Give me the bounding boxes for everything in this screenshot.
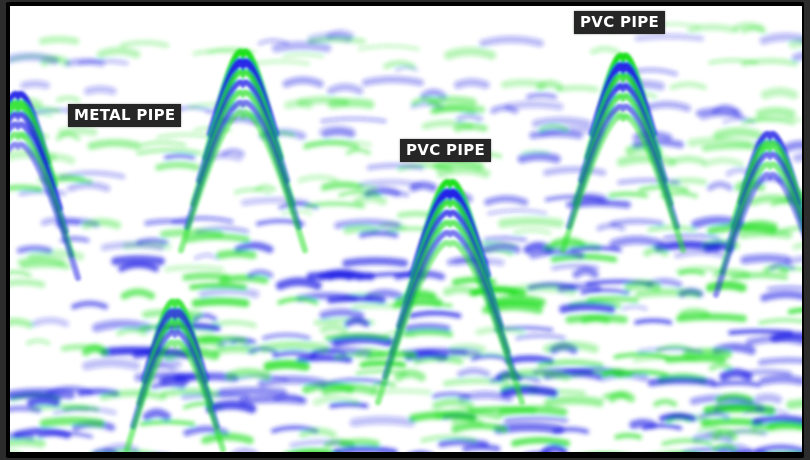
pvc-pipe-label-center: PVC PIPE: [400, 139, 492, 162]
metal-pipe-label: METAL PIPE: [68, 104, 182, 127]
background-reflections: [10, 20, 802, 452]
radargram-canvas: [10, 20, 802, 452]
pvc-pipe-label-top: PVC PIPE: [574, 11, 666, 34]
gpr-radargram: [10, 6, 802, 452]
pipe-hyperbolas: [10, 48, 802, 452]
